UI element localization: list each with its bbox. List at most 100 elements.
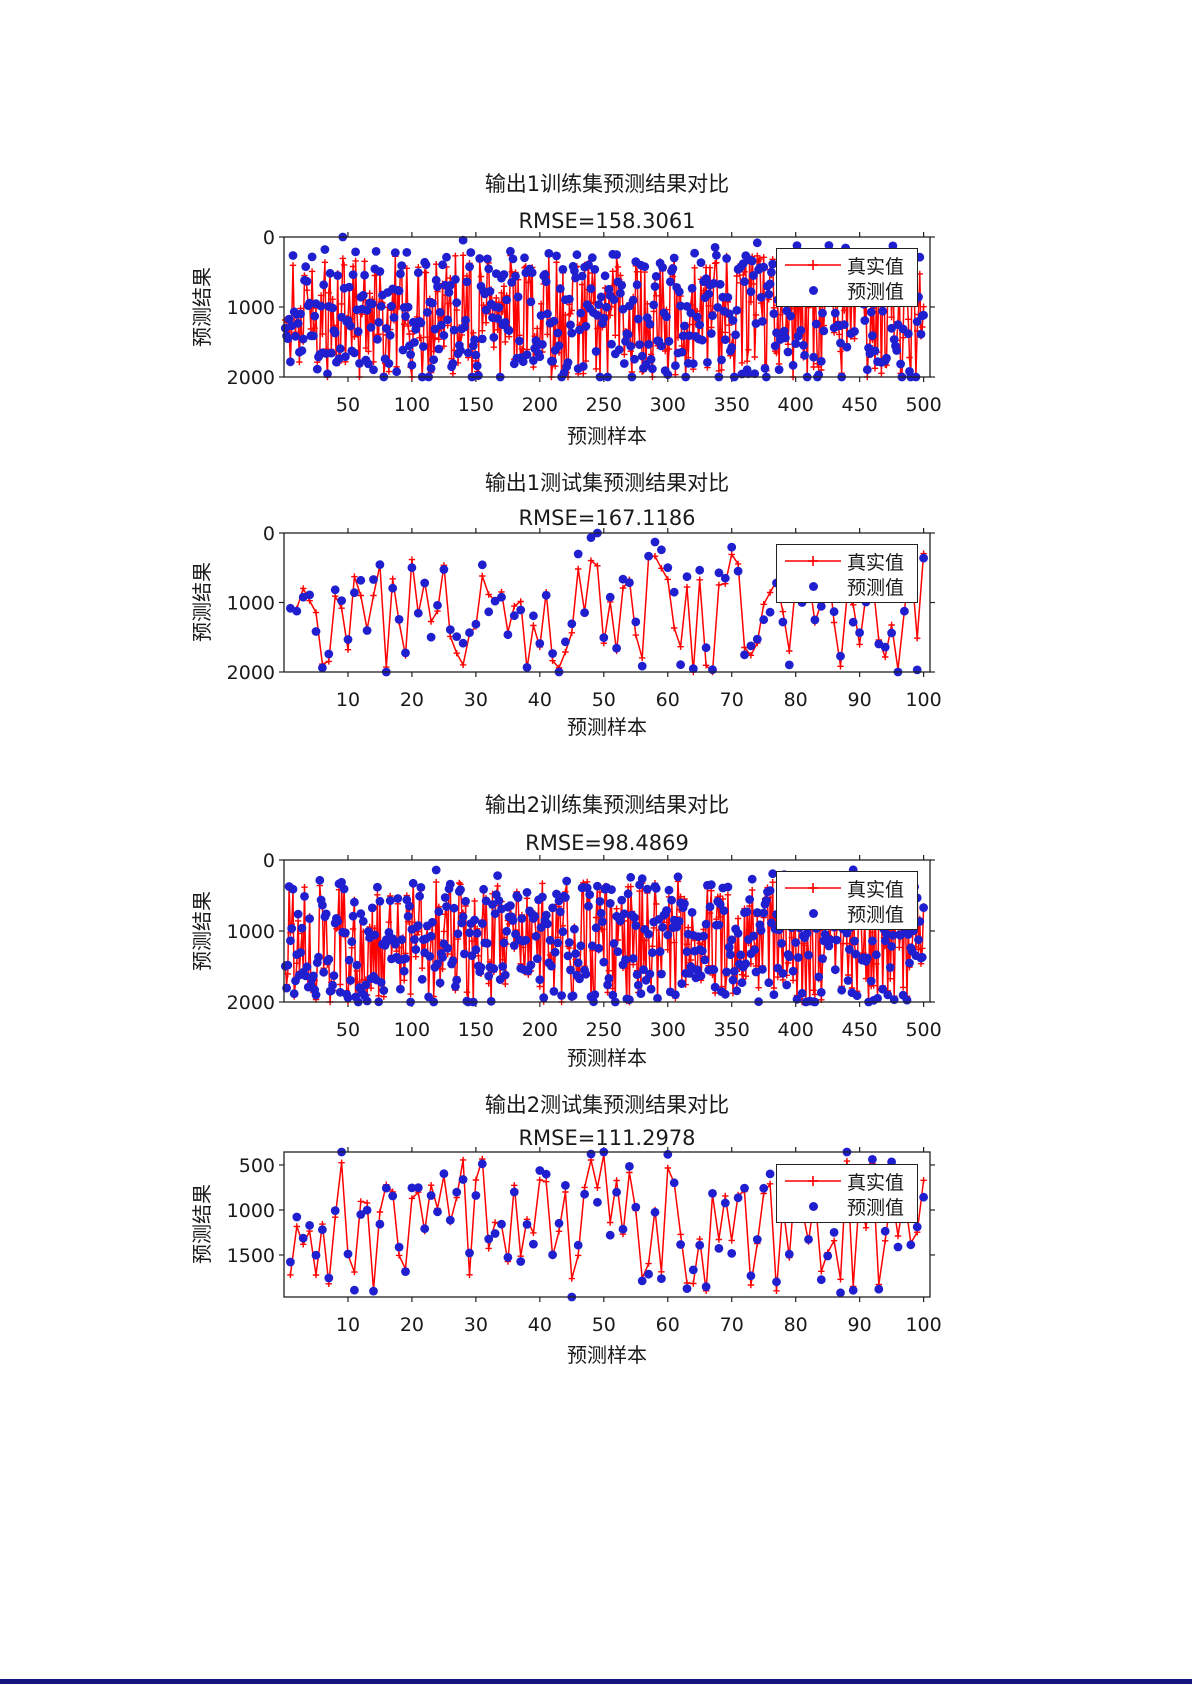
pred-dot [596, 908, 606, 918]
pred-dot [836, 651, 845, 661]
pred-dot [548, 649, 557, 658]
pred-dot [465, 628, 474, 638]
pred-dot [511, 271, 520, 281]
pred-dot [326, 348, 336, 358]
pred-dot [293, 909, 303, 919]
pred-dot [445, 281, 455, 290]
pred-dot [483, 939, 492, 948]
pred-dot [690, 248, 699, 258]
pred-dot [535, 639, 545, 648]
pred-dot [706, 880, 716, 890]
pred-dot [732, 306, 742, 315]
pred-dot [573, 1240, 583, 1250]
pred-dot [818, 308, 827, 318]
pred-dot [736, 950, 746, 960]
pred-dot [343, 1249, 353, 1259]
legend-entry-true: 真实值 [784, 254, 910, 278]
pred-dot [664, 885, 674, 895]
legend-dot-marker [784, 1201, 842, 1211]
pred-dot [462, 277, 472, 287]
pred-dot [385, 330, 395, 340]
pred-dot [513, 292, 523, 302]
pred-dot [433, 282, 442, 292]
plot1-title: 输出1训练集预测结果对比 [484, 172, 730, 196]
pred-dot [777, 939, 786, 948]
pred-dot [508, 254, 518, 264]
pred-dot [671, 361, 680, 371]
pred-dot [311, 1250, 321, 1260]
pred-dot [793, 953, 803, 962]
pred-dot [471, 619, 481, 629]
pred-dot [416, 318, 426, 328]
pred-dot [286, 936, 295, 946]
pred-dot [779, 326, 789, 336]
pred-dot [625, 578, 634, 588]
pred-dot [370, 930, 380, 940]
pred-dot [765, 279, 775, 289]
pred-dot [706, 329, 716, 338]
pred-dot [488, 900, 497, 909]
pred-dot [824, 241, 834, 250]
pred-dot [623, 889, 633, 899]
x-tick-label: 50 [592, 1314, 616, 1336]
pred-dot [571, 949, 581, 959]
pred-dot [453, 929, 463, 939]
pred-dot [297, 346, 307, 356]
pred-dot [625, 995, 634, 1005]
pred-dot [356, 909, 366, 919]
pred-dot [489, 964, 499, 974]
pred-dot [728, 975, 738, 985]
pred-dot [752, 908, 762, 917]
pred-dot [350, 897, 359, 907]
pred-dot [749, 931, 758, 941]
pred-dot [436, 320, 446, 330]
pred-dot [375, 1219, 385, 1229]
pred-dot [490, 596, 500, 606]
pred-dot [657, 341, 666, 351]
pred-dot [366, 323, 376, 332]
pred-dot [439, 565, 449, 574]
pred-dot [522, 888, 532, 897]
pred-dot [625, 1162, 634, 1171]
pred-dot [434, 344, 444, 354]
pred-dot [557, 991, 566, 1000]
pred-dot [384, 359, 394, 368]
pred-dot [650, 537, 660, 547]
pred-dot [731, 330, 740, 340]
pred-dot [445, 1215, 455, 1225]
pred-dot [829, 607, 839, 617]
pred-dot [613, 947, 623, 956]
pred-dot [529, 611, 538, 621]
pred-dot [617, 280, 627, 290]
pred-dot [765, 886, 775, 895]
x-tick-label: 80 [784, 689, 808, 711]
pred-dot [529, 356, 538, 365]
pred-dot [581, 969, 591, 979]
pred-dot [494, 303, 504, 312]
pred-dot [570, 924, 579, 934]
pred-dot [868, 936, 877, 946]
legend-line-plus-marker [784, 881, 842, 895]
pred-dot [761, 896, 771, 905]
pred-dot [781, 333, 790, 343]
pred-dot [594, 943, 604, 953]
pred-dot [410, 338, 419, 347]
pred-dot [665, 277, 675, 287]
pred-dot [502, 926, 511, 936]
pred-dot [564, 938, 574, 947]
pred-dot [612, 1187, 621, 1197]
pred-dot [878, 984, 888, 994]
pred-dot [784, 952, 794, 962]
pred-dot [291, 331, 300, 341]
pred-dot [535, 352, 545, 362]
pred-dot [796, 326, 806, 335]
legend-entry-pred: 预测值 [784, 575, 910, 599]
pred-dot [832, 935, 841, 945]
plot4-ylabel: 预测结果 [190, 1184, 214, 1264]
pred-dot [880, 936, 890, 946]
pred-dot [297, 923, 307, 933]
pred-dot [612, 250, 621, 259]
pred-dot [713, 303, 723, 312]
pred-dot [701, 643, 711, 653]
pred-dot [715, 279, 725, 289]
